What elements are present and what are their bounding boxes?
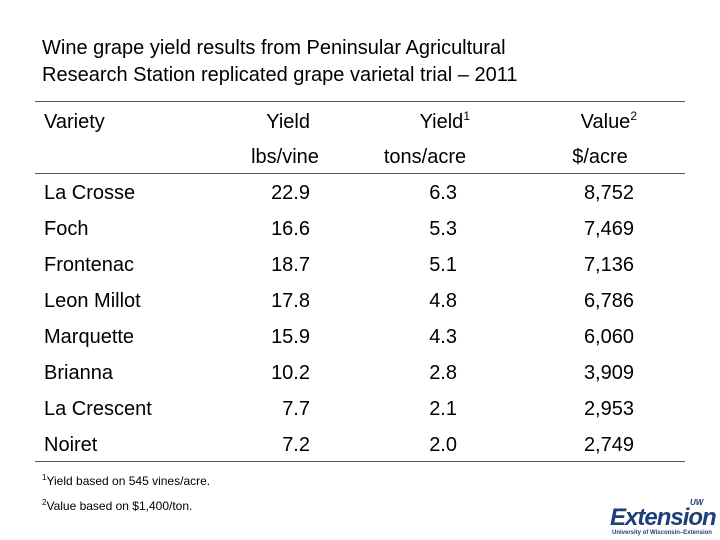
header-text: Yield	[266, 111, 310, 133]
value-cell: 2.8	[429, 362, 457, 384]
title: Wine grape yield results from Peninsular…	[42, 37, 506, 59]
value-cell: 5.1	[429, 254, 457, 276]
value-cell: 6,786	[583, 290, 634, 312]
value-cell: 7,469	[583, 218, 634, 240]
header-cell: Yield	[266, 110, 310, 134]
variety-cell: Brianna	[44, 362, 113, 384]
variety-cell: La Crescent	[44, 398, 152, 420]
rule	[35, 101, 685, 102]
value-cell: 10.2	[271, 362, 310, 384]
value-cell: 22.9	[271, 182, 310, 204]
unit-cell: lbs/vine	[251, 146, 319, 168]
variety-cell: Marquette	[44, 326, 135, 348]
value-cell: 16.6	[271, 218, 310, 240]
header-cell: Variety	[44, 110, 105, 134]
value-cell: 2,953	[583, 398, 634, 420]
value-cell: 5.3	[429, 218, 457, 240]
footnote-text: Value based on $1,400/ton.	[46, 499, 193, 513]
value-cell: 7,136	[583, 254, 634, 276]
unit-cell: tons/acre	[383, 146, 467, 168]
header-text: Yield	[419, 111, 464, 133]
header-cell: Value2	[581, 110, 637, 134]
logo-name: Extension	[610, 504, 717, 531]
variety-cell: Noiret	[44, 434, 98, 456]
rule	[35, 173, 685, 174]
value-cell: 2,749	[583, 434, 634, 456]
value-cell: 4.3	[429, 326, 457, 348]
value-cell: 7.7	[282, 398, 310, 420]
header-cell: Yield1	[420, 110, 470, 134]
value-cell: 17.8	[271, 290, 310, 312]
unit-cell: $/acre	[572, 146, 628, 168]
value-cell: 15.9	[271, 326, 310, 348]
value-cell: 7.2	[282, 434, 310, 456]
footnote: 2Value based on $1,400/ton.	[42, 498, 193, 514]
value-cell: 18.7	[271, 254, 310, 276]
footnote-mark: 2	[42, 498, 47, 507]
variety-cell: Frontenac	[44, 254, 135, 276]
value-cell: 2.1	[429, 398, 457, 420]
footnote: 1Yield based on 545 vines/acre.	[42, 473, 211, 489]
value-cell: 8,752	[583, 182, 634, 204]
variety-cell: Foch	[44, 218, 89, 240]
value-cell: 3,909	[583, 362, 634, 384]
header-text: Variety	[44, 111, 105, 133]
footnote-text: Yield based on 545 vines/acre.	[46, 474, 211, 488]
rule	[35, 461, 685, 462]
header-sup: 2	[630, 109, 637, 123]
header-sup: 1	[463, 109, 470, 123]
title: Research Station replicated grape variet…	[42, 64, 518, 86]
header-text: Value	[580, 111, 631, 133]
value-cell: 4.8	[429, 290, 457, 312]
value-cell: 6.3	[429, 182, 457, 204]
value-cell: 6,060	[583, 326, 634, 348]
variety-cell: La Crosse	[44, 182, 136, 204]
variety-cell: Leon Millot	[44, 290, 141, 312]
value-cell: 2.0	[429, 434, 457, 456]
footnote-mark: 1	[42, 473, 47, 482]
logo-top: UW	[690, 498, 704, 507]
logo-tagline: University of Wisconsin–Extension	[612, 530, 712, 536]
logo: UW Extension University of Wisconsin–Ext…	[610, 498, 718, 538]
